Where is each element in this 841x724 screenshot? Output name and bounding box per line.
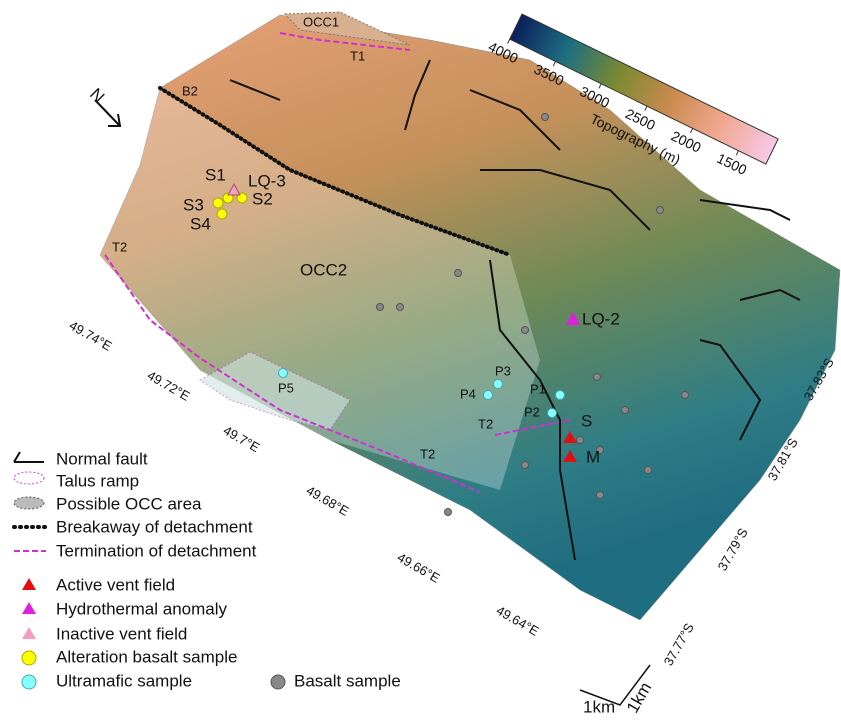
legend-label: Talus ramp xyxy=(56,471,139,490)
map-label: T2 xyxy=(420,446,435,461)
north-label: N xyxy=(86,85,108,107)
colorbar-tick xyxy=(599,84,601,88)
map-label: S2 xyxy=(252,189,273,208)
map-label: B2 xyxy=(182,83,198,98)
map-label: OCC1 xyxy=(303,14,339,29)
legend-label: Active vent field xyxy=(56,575,175,594)
map-label: M xyxy=(586,447,600,466)
scale-bar: 1km 1km xyxy=(580,665,655,716)
map-label: LQ-2 xyxy=(582,309,620,328)
legend: Normal fault Talus ramp Possible OCC are… xyxy=(14,449,401,690)
north-arrow: N xyxy=(86,85,120,126)
legend-label: Hydrothermal anomaly xyxy=(56,599,228,618)
colorbar-tick xyxy=(736,151,738,155)
longitude-label: 49.66°E xyxy=(395,550,443,586)
map-label: S3 xyxy=(183,195,204,214)
legend-label: Alteration basalt sample xyxy=(56,647,237,666)
longitude-label: 49.72°E xyxy=(145,368,193,404)
colorbar-tick xyxy=(691,128,693,132)
scale-label: 1km xyxy=(583,697,615,716)
map-label: OCC2 xyxy=(300,260,347,279)
map-label: P5 xyxy=(278,380,294,395)
map-label: P1 xyxy=(530,381,546,396)
map-label: S4 xyxy=(190,214,211,233)
legend-label: Basalt sample xyxy=(294,671,401,690)
longitude-label: 49.64°E xyxy=(494,603,542,639)
map-label: P3 xyxy=(495,363,511,378)
legend-label: Termination of detachment xyxy=(56,541,257,560)
legend-label: Normal fault xyxy=(56,449,148,468)
longitude-label: 49.7°E xyxy=(221,423,263,456)
map-label: P2 xyxy=(524,404,540,419)
map-label: LQ-3 xyxy=(248,171,286,190)
colorbar-tick xyxy=(553,61,555,65)
map-label: T2 xyxy=(112,239,127,254)
latitude-label: 37.77°S xyxy=(661,620,697,668)
longitude-label: 49.68°E xyxy=(304,483,352,519)
legend-label: Inactive vent field xyxy=(56,624,187,643)
map-label: T2 xyxy=(478,416,493,431)
longitude-label: 49.74°E xyxy=(67,318,115,354)
colorbar-tick xyxy=(508,39,510,43)
legend-label: Possible OCC area xyxy=(56,494,202,513)
map-label: P4 xyxy=(460,386,476,401)
legend-label: Ultramafic sample xyxy=(56,671,192,690)
map-label: S xyxy=(581,411,592,430)
map-label: S1 xyxy=(205,165,226,184)
legend-label: Breakaway of detachment xyxy=(56,517,253,536)
scale-label: 1km xyxy=(623,679,656,716)
latitude-label: 37.79°S xyxy=(715,525,751,573)
figure: OCC1 T1 B2 S1 LQ-3 S3 S2 S4 T2 OCC2 LQ-2… xyxy=(0,0,841,719)
colorbar-tick xyxy=(645,106,647,110)
map-label: T1 xyxy=(350,48,365,63)
